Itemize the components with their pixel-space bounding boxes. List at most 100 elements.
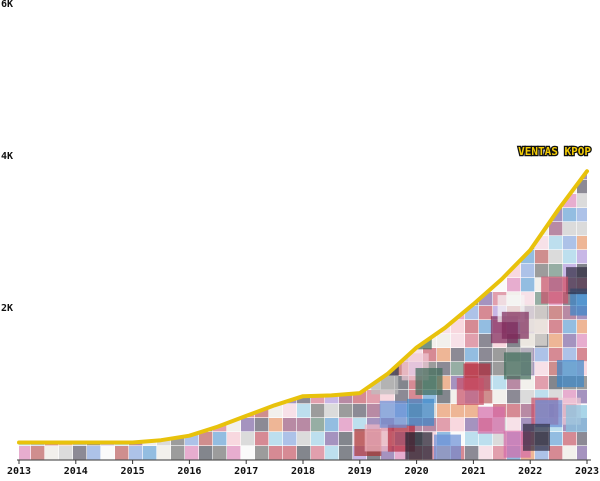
- album-cover-tile: [283, 250, 297, 264]
- album-cover-tile: [185, 194, 199, 208]
- album-cover-tile: [493, 124, 506, 137]
- album-cover-tile: [311, 96, 324, 109]
- album-cover-tile: [591, 152, 600, 165]
- album-cover-tile: [283, 222, 297, 236]
- album-cover-tile: [241, 250, 255, 264]
- x-tick-label: 2022: [518, 466, 542, 477]
- album-cover-tile: [521, 222, 535, 236]
- album-cover-tile: [507, 236, 521, 250]
- album-cover-tile: [157, 138, 170, 151]
- album-cover-tile: [87, 96, 100, 109]
- album-cover-tile: [535, 110, 548, 123]
- x-tick-label: 2019: [348, 466, 372, 477]
- album-cover-tile: [129, 222, 143, 236]
- album-cover-tile: [507, 222, 521, 236]
- album-cover-tile: [73, 152, 86, 165]
- album-cover-tile: [101, 124, 114, 137]
- album-cover-tile: [353, 222, 367, 236]
- album-cover-tile: [101, 446, 115, 460]
- album-cover-tile: [143, 124, 156, 137]
- album-cover-tile: [395, 124, 408, 137]
- album-cover-tile: [87, 418, 101, 432]
- album-cover-tile: [45, 138, 58, 151]
- album-cover-tile: [591, 208, 600, 221]
- album-cover-tile: [339, 264, 353, 278]
- album-cover-tile: [227, 180, 241, 194]
- album-cover-tile: [115, 320, 129, 334]
- album-cover-tile: [563, 334, 577, 348]
- album-cover-tile: [477, 406, 505, 434]
- album-cover-tile: [129, 334, 143, 348]
- album-cover-tile: [283, 334, 297, 348]
- album-cover-tile: [31, 376, 45, 390]
- album-cover-tile: [451, 171, 465, 180]
- album-cover-tile: [241, 96, 254, 109]
- album-cover-tile: [591, 418, 600, 431]
- album-cover-tile: [45, 180, 59, 194]
- album-cover-tile: [87, 348, 101, 362]
- album-cover-tile: [19, 390, 31, 404]
- album-cover-tile: [521, 110, 534, 123]
- album-cover-tile: [493, 194, 507, 208]
- album-cover-tile: [227, 376, 241, 390]
- album-cover-tile: [255, 446, 269, 460]
- album-cover-tile: [129, 236, 143, 250]
- album-cover-tile: [311, 264, 325, 278]
- album-cover-tile: [297, 208, 311, 222]
- album-cover-tile: [213, 348, 227, 362]
- album-cover-tile: [59, 334, 73, 348]
- album-cover-tile: [171, 194, 185, 208]
- album-cover-tile: [570, 288, 587, 316]
- album-cover-tile: [185, 376, 199, 390]
- album-cover-tile: [591, 138, 600, 151]
- album-cover-tile: [185, 96, 198, 109]
- album-cover-tile: [283, 180, 297, 194]
- album-cover-tile: [171, 376, 185, 390]
- album-cover-tile: [423, 138, 436, 151]
- album-cover-tile: [31, 222, 45, 236]
- album-cover-tile: [325, 264, 339, 278]
- album-cover-tile: [437, 348, 451, 362]
- album-cover-tile: [213, 292, 227, 306]
- album-cover-tile: [227, 432, 241, 446]
- album-cover-tile: [31, 264, 45, 278]
- album-cover-tile: [269, 362, 283, 376]
- album-cover-tile: [367, 124, 380, 137]
- album-cover-tile: [31, 348, 45, 362]
- album-cover-tile: [325, 194, 339, 208]
- album-cover-tile: [143, 171, 157, 180]
- album-cover-tile: [115, 110, 128, 123]
- album-cover-tile: [19, 250, 31, 264]
- album-cover-tile: [199, 334, 213, 348]
- x-tick-label: 2015: [121, 466, 145, 477]
- album-cover-tile: [381, 152, 394, 165]
- album-cover-tile: [101, 171, 115, 180]
- album-cover-tile: [395, 320, 409, 334]
- album-cover-tile: [129, 250, 143, 264]
- album-cover-tile: [45, 264, 59, 278]
- album-cover-tile: [325, 376, 339, 390]
- album-cover-tile: [367, 96, 380, 109]
- album-cover-tile: [297, 152, 310, 165]
- album-cover-tile: [19, 180, 31, 194]
- album-cover-tile: [185, 138, 198, 151]
- album-cover-tile: [325, 278, 339, 292]
- album-cover-tile: [227, 208, 241, 222]
- album-cover-tile: [241, 208, 255, 222]
- album-cover-tile: [171, 222, 185, 236]
- album-cover-tile: [521, 180, 535, 194]
- album-cover-tile: [129, 446, 143, 460]
- album-cover-tile: [423, 222, 437, 236]
- album-cover-tile: [59, 348, 73, 362]
- album-cover-tile: [423, 320, 437, 334]
- album-cover-tile: [185, 208, 199, 222]
- album-cover-tile: [577, 124, 590, 137]
- album-cover-tile: [157, 348, 171, 362]
- album-cover-tile: [115, 264, 129, 278]
- album-cover-tile: [157, 362, 171, 376]
- album-cover-tile: [339, 124, 352, 137]
- album-cover-tile: [379, 400, 407, 428]
- album-cover-tile: [535, 250, 549, 264]
- album-cover-tile: [45, 124, 58, 137]
- album-cover-tile: [213, 404, 227, 418]
